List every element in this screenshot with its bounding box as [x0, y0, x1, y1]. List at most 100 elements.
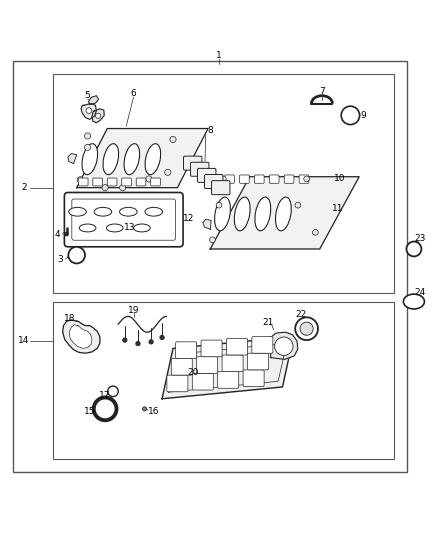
Ellipse shape: [216, 203, 222, 208]
Text: 2: 2: [21, 183, 27, 192]
FancyBboxPatch shape: [176, 342, 197, 359]
Ellipse shape: [295, 203, 300, 208]
FancyBboxPatch shape: [151, 178, 160, 186]
Text: 24: 24: [415, 288, 426, 297]
FancyBboxPatch shape: [78, 178, 88, 186]
Polygon shape: [203, 219, 211, 229]
FancyBboxPatch shape: [240, 175, 249, 183]
Polygon shape: [88, 96, 99, 104]
Text: 22: 22: [295, 310, 307, 319]
Polygon shape: [81, 103, 96, 119]
Text: 1: 1: [216, 51, 222, 60]
Text: 11: 11: [332, 204, 343, 213]
Ellipse shape: [341, 106, 360, 125]
Text: 23: 23: [415, 233, 426, 243]
FancyBboxPatch shape: [72, 199, 176, 240]
Ellipse shape: [136, 342, 140, 346]
Polygon shape: [63, 320, 100, 353]
Text: 12: 12: [183, 214, 194, 223]
Ellipse shape: [143, 407, 146, 411]
Ellipse shape: [160, 335, 164, 340]
FancyBboxPatch shape: [198, 168, 216, 182]
Ellipse shape: [85, 133, 91, 139]
Text: 5: 5: [85, 91, 91, 100]
FancyBboxPatch shape: [247, 353, 268, 370]
FancyBboxPatch shape: [210, 175, 219, 183]
Ellipse shape: [165, 169, 171, 175]
Polygon shape: [69, 325, 92, 349]
Bar: [53, 74, 394, 293]
FancyBboxPatch shape: [184, 156, 202, 170]
FancyBboxPatch shape: [197, 357, 218, 374]
Ellipse shape: [170, 136, 176, 142]
FancyBboxPatch shape: [284, 175, 294, 183]
Ellipse shape: [304, 176, 309, 182]
Text: 21: 21: [262, 318, 274, 327]
Ellipse shape: [120, 184, 126, 191]
Ellipse shape: [403, 294, 424, 309]
Ellipse shape: [103, 144, 119, 175]
Ellipse shape: [276, 197, 291, 231]
Ellipse shape: [134, 224, 150, 232]
Ellipse shape: [124, 144, 140, 175]
Polygon shape: [162, 336, 293, 399]
Polygon shape: [92, 109, 104, 123]
Ellipse shape: [95, 113, 101, 118]
FancyBboxPatch shape: [122, 178, 131, 186]
Ellipse shape: [79, 224, 96, 232]
Ellipse shape: [300, 322, 313, 335]
Ellipse shape: [120, 207, 137, 216]
Ellipse shape: [94, 398, 117, 420]
FancyBboxPatch shape: [299, 175, 309, 183]
FancyBboxPatch shape: [107, 178, 117, 186]
FancyBboxPatch shape: [205, 174, 223, 189]
Ellipse shape: [149, 340, 153, 344]
Text: 3: 3: [57, 255, 64, 263]
Text: 10: 10: [334, 174, 345, 183]
FancyBboxPatch shape: [192, 374, 213, 390]
Ellipse shape: [295, 317, 318, 340]
Text: 9: 9: [360, 111, 367, 120]
Ellipse shape: [313, 230, 318, 235]
FancyBboxPatch shape: [191, 162, 209, 176]
Ellipse shape: [108, 386, 118, 397]
Ellipse shape: [406, 241, 421, 256]
Ellipse shape: [86, 108, 92, 114]
FancyBboxPatch shape: [212, 181, 230, 195]
FancyBboxPatch shape: [201, 340, 222, 357]
FancyBboxPatch shape: [167, 375, 188, 392]
Text: 14: 14: [18, 336, 30, 345]
Text: 13: 13: [124, 223, 135, 232]
FancyBboxPatch shape: [171, 359, 192, 375]
Ellipse shape: [68, 247, 85, 263]
FancyBboxPatch shape: [269, 175, 279, 183]
Text: 6: 6: [131, 89, 137, 98]
Ellipse shape: [69, 207, 86, 216]
Ellipse shape: [209, 237, 215, 243]
FancyBboxPatch shape: [254, 175, 264, 183]
FancyBboxPatch shape: [222, 355, 243, 372]
Ellipse shape: [82, 144, 98, 175]
FancyBboxPatch shape: [136, 178, 146, 186]
Ellipse shape: [146, 176, 152, 182]
Ellipse shape: [255, 197, 271, 231]
Ellipse shape: [215, 197, 230, 231]
FancyBboxPatch shape: [225, 175, 234, 183]
Text: 17: 17: [99, 391, 111, 400]
FancyBboxPatch shape: [64, 192, 183, 247]
FancyBboxPatch shape: [218, 372, 239, 388]
Ellipse shape: [220, 176, 226, 182]
Text: 16: 16: [148, 407, 159, 416]
FancyBboxPatch shape: [252, 336, 273, 353]
Bar: [53, 302, 394, 459]
Ellipse shape: [145, 144, 161, 175]
Polygon shape: [271, 332, 298, 359]
Text: 15: 15: [84, 407, 95, 416]
Ellipse shape: [94, 207, 112, 216]
FancyBboxPatch shape: [93, 178, 102, 186]
FancyBboxPatch shape: [243, 370, 264, 386]
Polygon shape: [68, 154, 77, 164]
Text: 8: 8: [207, 126, 213, 135]
Ellipse shape: [106, 224, 123, 232]
Text: 18: 18: [64, 314, 76, 322]
